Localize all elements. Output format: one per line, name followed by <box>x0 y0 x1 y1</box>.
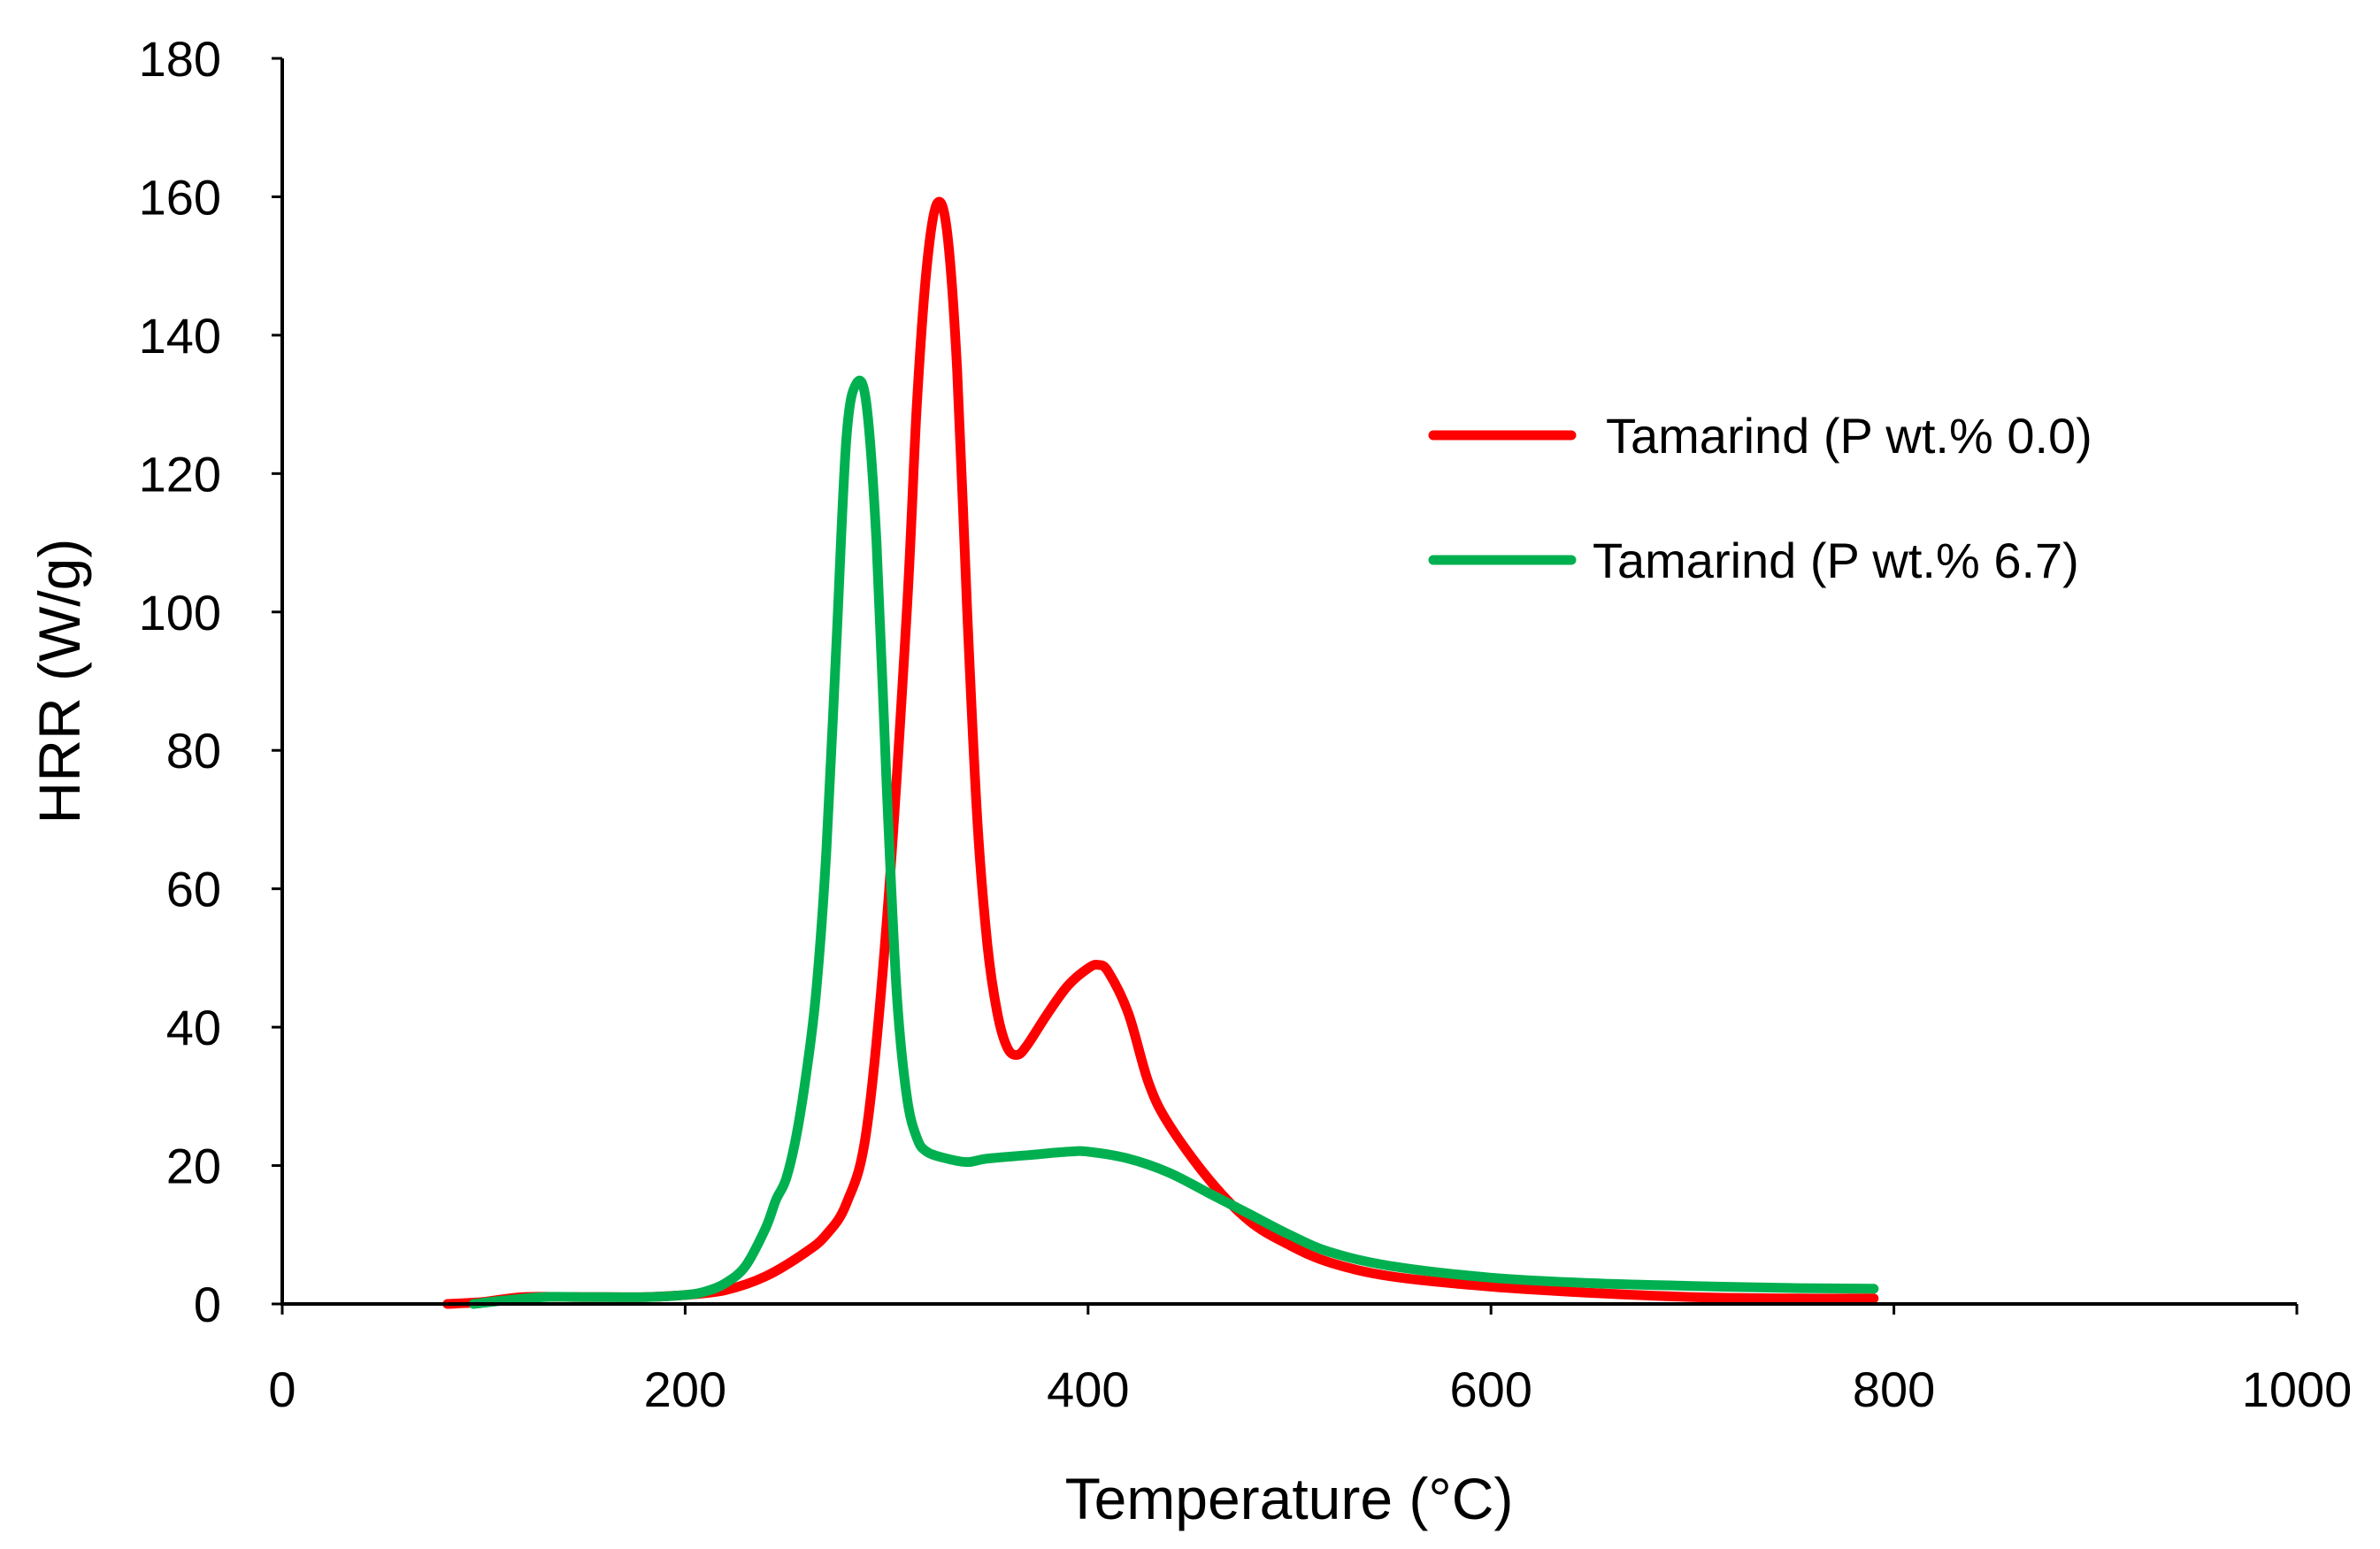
series-line-1 <box>468 375 1879 1309</box>
y-tick-label: 20 <box>166 1139 221 1194</box>
x-tick-label: 200 <box>644 1361 726 1417</box>
y-tick-labels: 0 20 40 60 80 100 120 140 160 180 <box>139 31 282 1332</box>
y-tick-label: 100 <box>139 585 221 640</box>
y-tick-label: 40 <box>166 1000 221 1055</box>
y-tick-label: 140 <box>139 308 221 364</box>
x-tick-labels: 0 200 400 600 800 1000 <box>268 1304 2352 1417</box>
x-tick-label: 600 <box>1449 1361 1532 1417</box>
legend: Tamarind (P wt.% 0.0) Tamarind (P wt.% 6… <box>1428 408 2092 588</box>
y-tick-label: 160 <box>139 169 221 225</box>
x-tick-label: 800 <box>1853 1361 1935 1417</box>
series-layer <box>442 196 1879 1309</box>
series-line-0 <box>442 196 1879 1309</box>
legend-label-tamarind-0-0: Tamarind (P wt.% 0.0) <box>1606 408 2092 464</box>
y-tick-label: 80 <box>166 723 221 778</box>
legend-label-tamarind-6-7: Tamarind (P wt.% 6.7) <box>1593 533 2079 588</box>
y-tick-label: 120 <box>139 446 221 502</box>
y-tick-label: 180 <box>139 31 221 87</box>
y-tick-label: 60 <box>166 862 221 917</box>
x-axis-title: Temperature (°C) <box>1065 1466 1514 1531</box>
y-tick-label: 0 <box>194 1277 221 1332</box>
x-tick-label: 1000 <box>2242 1361 2353 1417</box>
x-tick-label: 0 <box>268 1361 296 1417</box>
y-axis-title: HRR (W/g) <box>27 539 92 824</box>
x-tick-label: 400 <box>1047 1361 1129 1417</box>
